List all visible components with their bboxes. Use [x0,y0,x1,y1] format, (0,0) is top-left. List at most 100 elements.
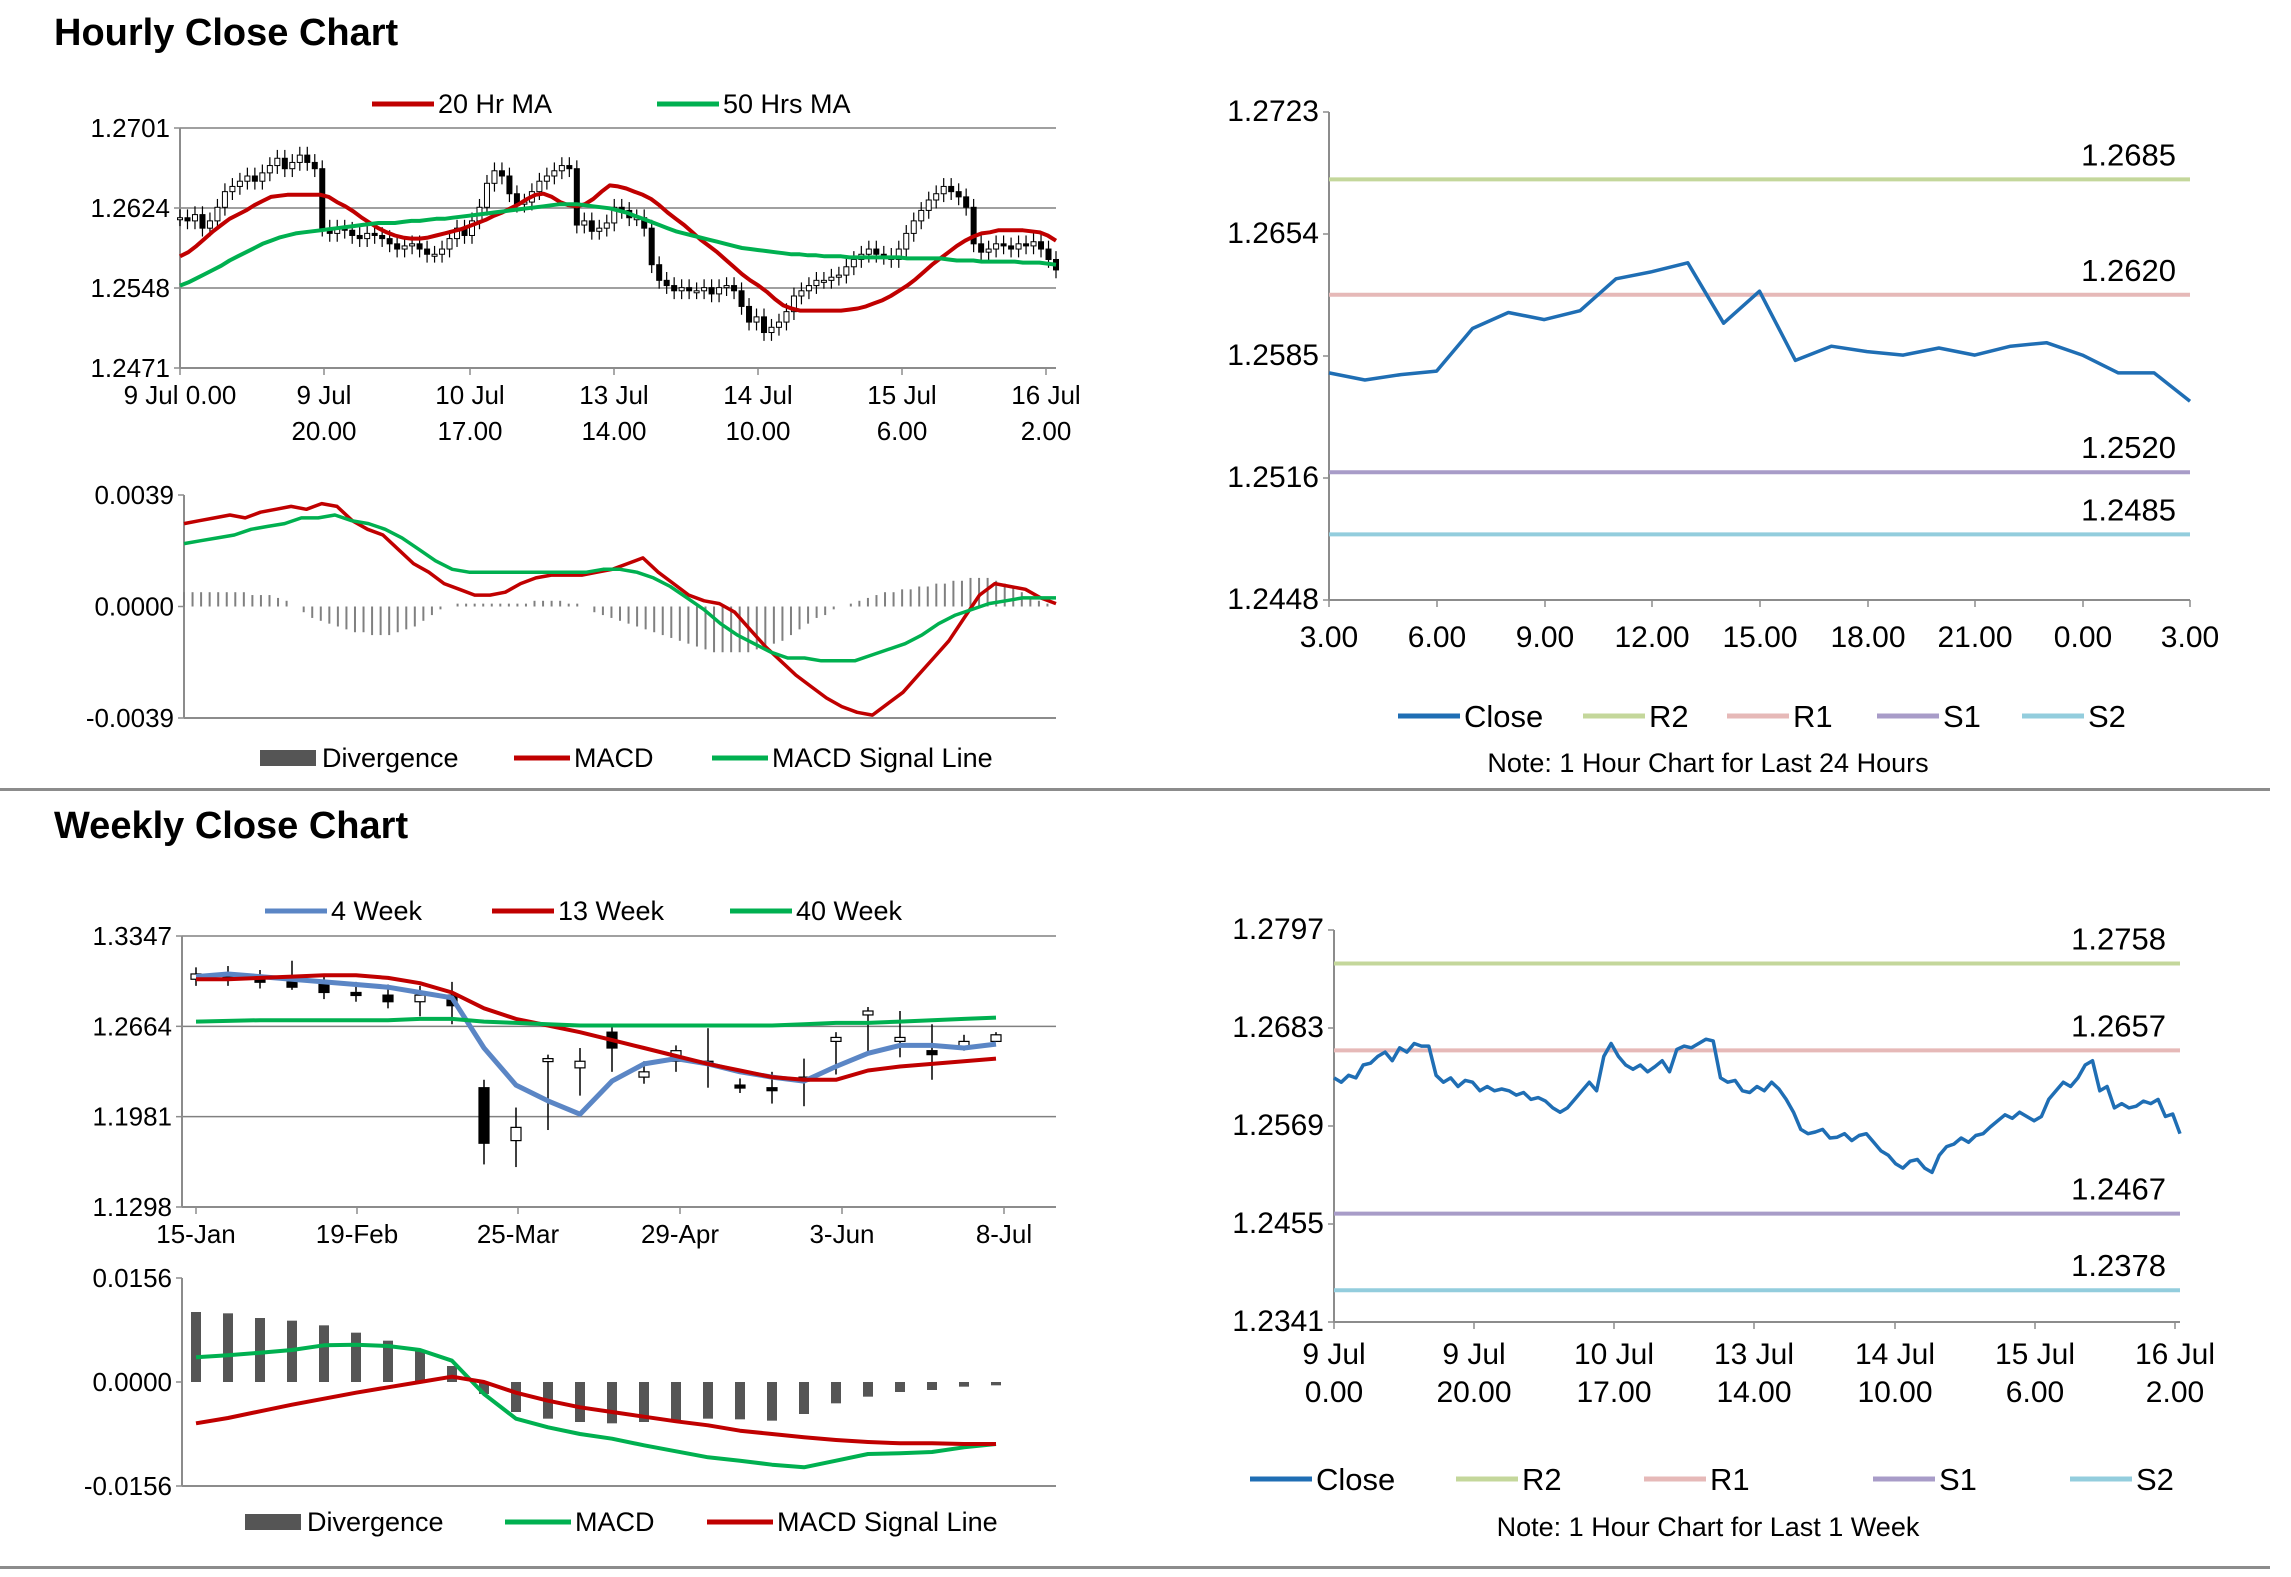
ma50-line [179,202,1057,288]
candle-body [318,983,330,994]
x-tick-label: 10 Jul [435,380,504,410]
candle-body [206,220,213,229]
candle-body [678,287,685,292]
level-r2-label: 1.2685 [2081,137,2176,172]
candle-body [828,276,835,281]
x-tick-label: 9 Jul [1302,1338,1365,1371]
candle-body [783,311,790,323]
divergence-bar [351,1332,361,1382]
x-tick-label: 2.00 [1021,416,1072,446]
candle-body [746,305,753,323]
candle-body [311,161,318,170]
candle-body [409,243,416,247]
x-tick-label: 29-Apr [641,1219,719,1249]
candle-body [843,266,850,276]
candle-body [925,199,932,211]
candle-body [970,206,977,245]
y-tick-label: 1.2569 [1232,1109,1324,1142]
candle-body [790,295,797,313]
candle-body [274,157,281,167]
chart-note: Note: 1 Hour Chart for Last 1 Week [1497,1512,1920,1542]
legend-r1: R1 [1793,699,1833,734]
candle-body [671,285,678,292]
candle-body [723,285,730,289]
divergence-bar [223,1313,233,1382]
y-tick-label: 1.2548 [90,273,170,303]
x-tick-label: 9 Jul [1442,1338,1505,1371]
level-s2-label: 1.2485 [2081,492,2176,527]
candle-body [251,175,258,182]
candle-body [835,274,842,278]
divergence-bar [767,1382,777,1421]
candle-body [296,154,303,163]
y-tick-label: 0.0156 [92,1263,172,1293]
candle-body [259,172,266,182]
legend-ma20: 20 Hr MA [438,89,552,119]
x-tick-label: 19-Feb [316,1219,398,1249]
week13-line [196,973,997,1082]
candle-body [581,220,588,226]
candle-body [356,234,363,240]
x-tick-label: 10 Jul [1574,1338,1654,1371]
candle-body [734,1084,746,1089]
divergence-bar [319,1325,329,1382]
candle-body [446,238,453,250]
x-tick-label: 18.00 [1830,621,1905,654]
candle-body [1008,245,1015,250]
weekly-section-title: Weekly Close Chart [54,805,409,847]
candle-body [431,253,438,257]
candle-body [895,248,902,260]
y-tick-label: 1.1298 [92,1192,172,1222]
candle-body [990,1034,1002,1043]
candle-body [542,1058,554,1063]
candle-body [566,165,573,170]
candle-body [424,248,431,255]
candle-body [319,168,326,229]
candle-body [1045,248,1052,260]
candle-body [1038,241,1045,250]
y-tick-label: 1.2455 [1232,1207,1324,1240]
y-tick-label: 0.0000 [92,1367,172,1397]
divergence-bar [703,1382,713,1419]
candle-body [648,227,655,266]
candle-body [371,232,378,236]
signal-line [195,1374,996,1446]
y-tick-label: 1.2585 [1227,339,1319,372]
candle-body [638,1071,650,1078]
candle-body [708,287,715,295]
x-tick-label: 20.00 [291,416,356,446]
legend-signal: MACD Signal Line [772,743,993,773]
candle-body [813,279,820,287]
x-tick-label: 15 Jul [867,380,936,410]
divergence-bar [959,1382,969,1387]
candle-body [716,287,723,295]
candle-body [805,285,812,292]
candle-body [978,243,985,253]
candle-body [686,287,693,292]
x-tick-label: 16 Jul [1011,380,1080,410]
level-r1-label: 1.2620 [2081,253,2176,288]
legend-13week: 13 Week [558,896,665,926]
ma20-line [179,183,1058,313]
level-s2-label: 1.2378 [2071,1248,2166,1283]
divergence-bar [639,1382,649,1422]
candle-body [236,180,243,187]
x-tick-label: 21.00 [1937,621,2012,654]
candle-body [394,243,401,250]
candle-body [693,290,700,294]
candle-body [903,232,910,250]
divergence-bar [735,1382,745,1420]
x-tick-label: 3-Jun [809,1219,874,1249]
divergence-bar [927,1382,937,1390]
candle-body [349,229,356,236]
legend-divergence: Divergence [307,1507,444,1537]
candle-body [491,170,498,184]
x-tick-label: 10.00 [725,416,790,446]
close-line [1328,261,2192,403]
candle-body [551,170,558,177]
divergence-bar [511,1382,521,1412]
bottom-divider [0,1566,2270,1569]
candle-body [416,243,423,250]
candle-body [948,185,955,193]
x-tick-label: 0.00 [2054,621,2112,654]
